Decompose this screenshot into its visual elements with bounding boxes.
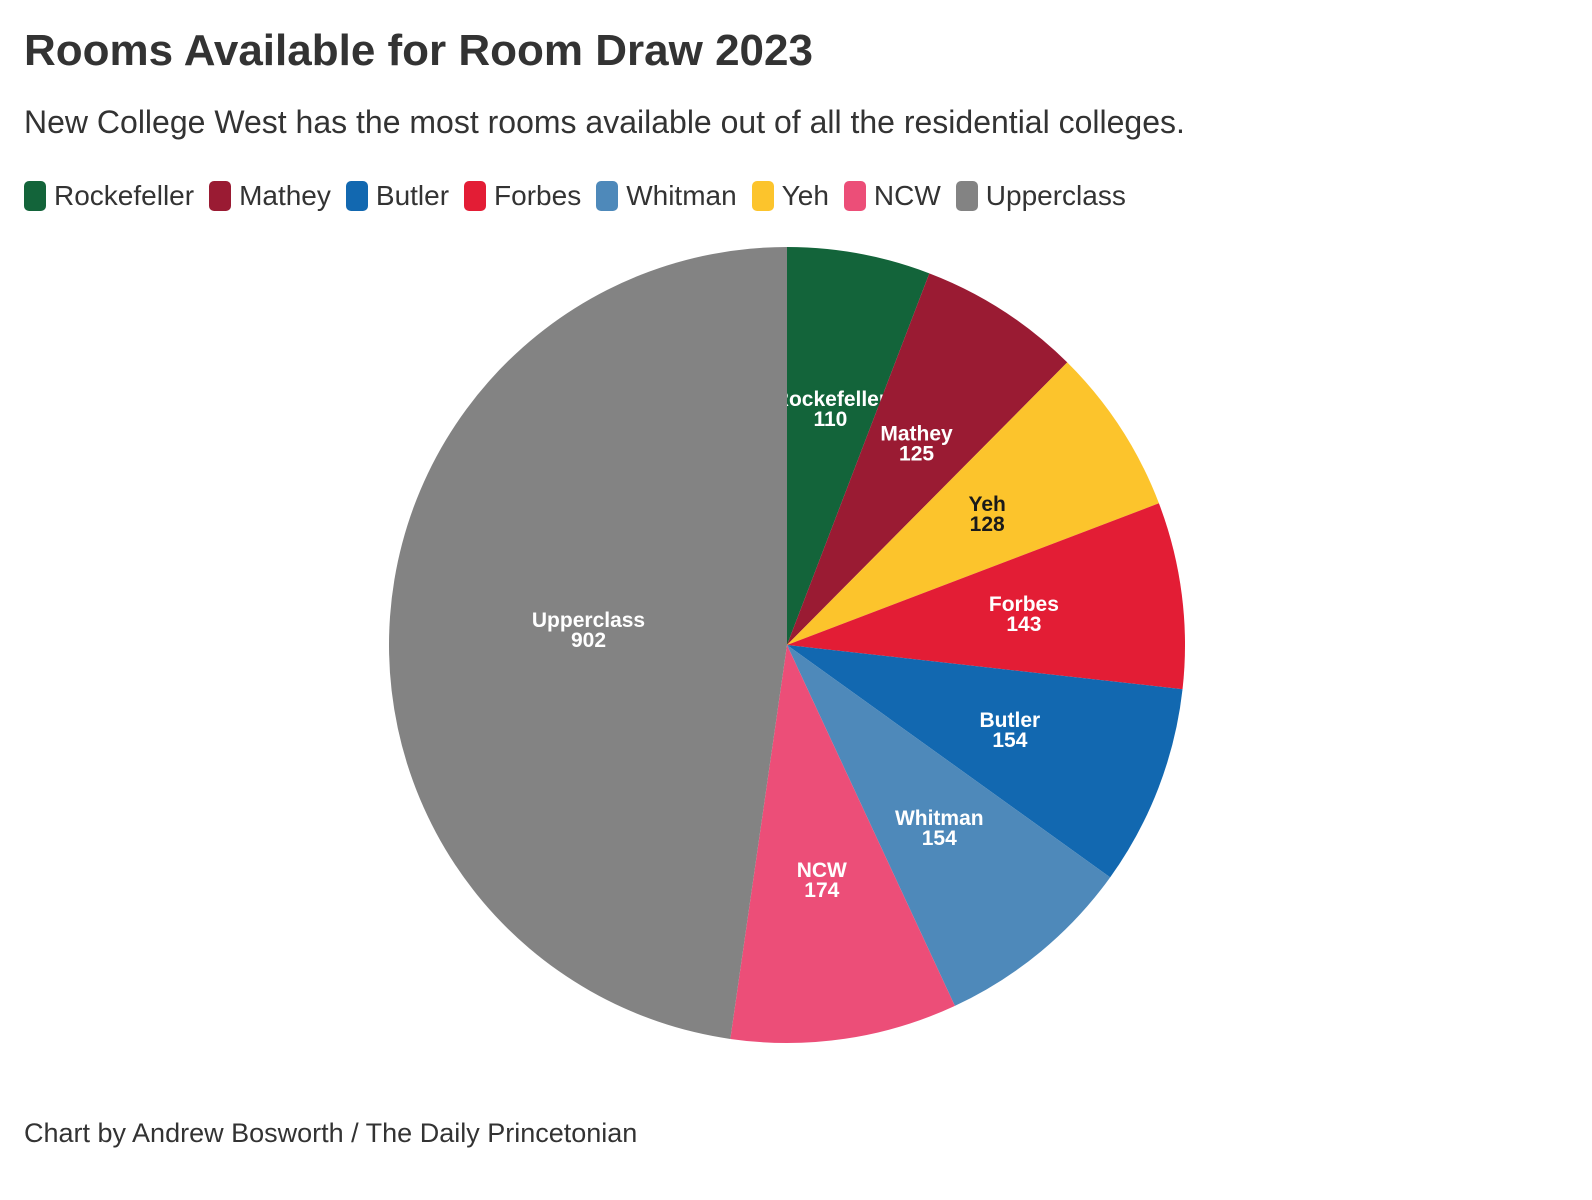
- chart-title: Rooms Available for Room Draw 2023: [24, 26, 813, 75]
- slice-label-mathey: Mathey: [880, 422, 953, 445]
- legend-swatch: [751, 181, 774, 211]
- legend-swatch: [345, 181, 368, 211]
- pie-slice-rockefeller: [787, 247, 930, 645]
- legend-item-rockefeller: Rockefeller: [24, 180, 194, 212]
- chart-subtitle: New College West has the most rooms avai…: [24, 104, 1185, 140]
- legend-label: Mathey: [239, 180, 331, 211]
- legend-label: Yeh: [781, 180, 829, 211]
- slice-value-mathey: 125: [899, 442, 934, 465]
- legend-swatch: [955, 181, 978, 211]
- pie-slice-forbes: [787, 503, 1185, 690]
- legend-label: Forbes: [494, 180, 582, 211]
- slice-label-butler: Butler: [980, 709, 1041, 732]
- legend-swatch: [596, 181, 619, 211]
- slice-value-whitman: 154: [922, 827, 957, 850]
- legend-label: Butler: [375, 180, 450, 211]
- slice-label-yeh: Yeh: [968, 493, 1005, 516]
- slice-value-upperclass: 902: [571, 629, 606, 652]
- legend-item-whitman: Whitman: [596, 180, 737, 212]
- legend-item-yeh: Yeh: [751, 180, 829, 212]
- legend-item-butler: Butler: [345, 180, 450, 212]
- pie-slice-upperclass: [389, 247, 787, 1039]
- legend-label: NCW: [873, 180, 941, 211]
- pie-slice-yeh: [787, 362, 1159, 645]
- legend-label: Upperclass: [985, 180, 1126, 211]
- legend: Rockefeller Mathey Butler Forbes Whitman Yeh N…: [24, 180, 1141, 212]
- slice-value-yeh: 128: [970, 513, 1005, 536]
- slice-label-rockefeller: Rockefeller: [774, 388, 887, 411]
- legend-item-ncw: NCW: [843, 180, 941, 212]
- legend-label: Rockefeller: [54, 180, 195, 211]
- legend-item-forbes: Forbes: [464, 180, 581, 212]
- pie-slice-whitman: [787, 645, 1111, 1006]
- legend-item-upperclass: Upperclass: [955, 180, 1126, 212]
- slice-value-forbes: 143: [1006, 613, 1041, 636]
- slice-label-upperclass: Upperclass: [532, 609, 645, 632]
- legend-item-mathey: Mathey: [209, 180, 331, 212]
- legend-swatch: [209, 181, 232, 211]
- legend-swatch: [843, 181, 866, 211]
- legend-swatch: [24, 181, 46, 211]
- pie-slice-ncw: [730, 645, 955, 1043]
- slice-value-rockefeller: 110: [813, 408, 847, 431]
- slice-label-whitman: Whitman: [895, 807, 984, 830]
- slice-value-ncw: 174: [804, 879, 839, 902]
- legend-label: Whitman: [626, 180, 737, 211]
- chart-credit: Chart by Andrew Bosworth / The Daily Pri…: [24, 1118, 638, 1148]
- pie-slice-butler: [787, 645, 1183, 878]
- pie-slice-mathey: [787, 273, 1068, 645]
- slice-value-butler: 154: [992, 729, 1027, 752]
- slice-label-forbes: Forbes: [989, 593, 1059, 616]
- legend-swatch: [464, 181, 487, 211]
- slice-label-ncw: NCW: [797, 859, 847, 882]
